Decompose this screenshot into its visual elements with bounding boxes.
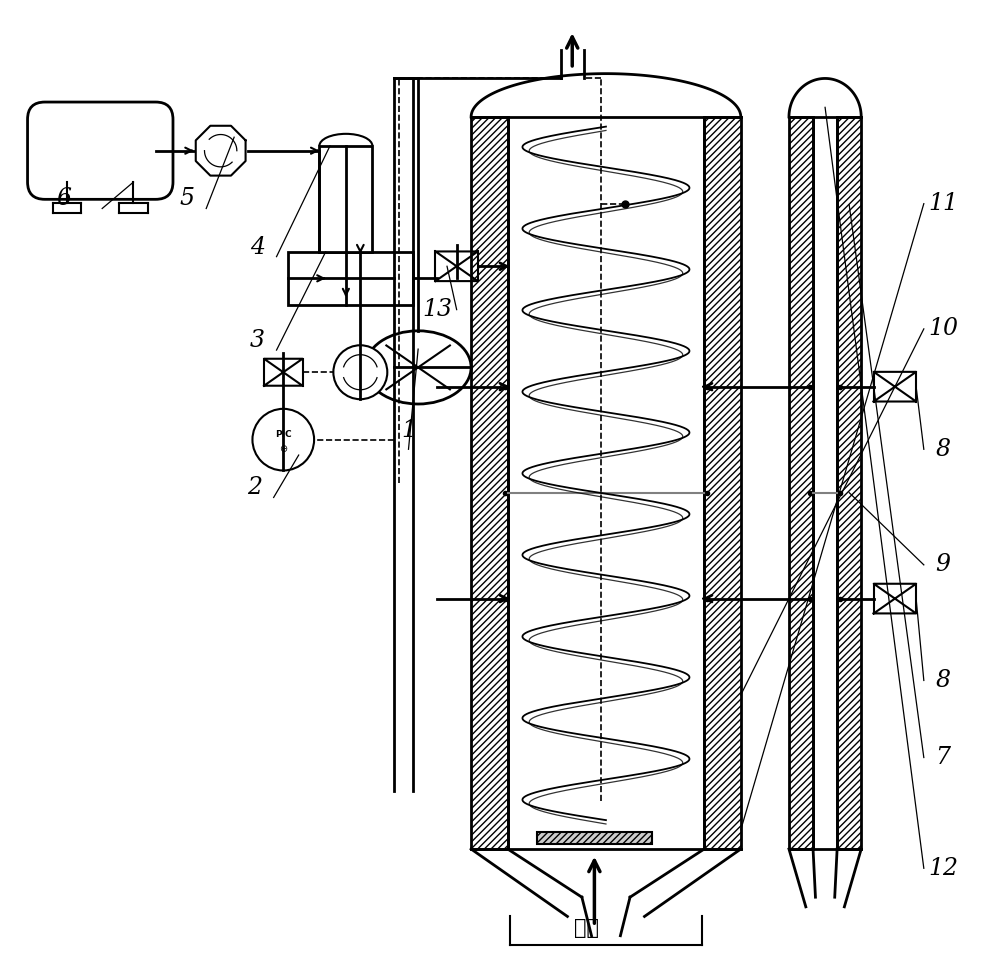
Text: ⊕: ⊕ bbox=[279, 444, 287, 454]
Text: 10: 10 bbox=[928, 318, 958, 340]
Text: 2: 2 bbox=[247, 476, 262, 499]
Bar bbox=[471, 117, 508, 849]
Circle shape bbox=[252, 409, 314, 470]
Text: 7: 7 bbox=[936, 746, 951, 769]
Bar bbox=[537, 832, 652, 844]
Text: PIC: PIC bbox=[275, 430, 292, 440]
Ellipse shape bbox=[365, 330, 471, 404]
Text: 8: 8 bbox=[936, 669, 951, 692]
Text: 5: 5 bbox=[179, 187, 194, 211]
Text: 1: 1 bbox=[401, 418, 416, 441]
Text: 12: 12 bbox=[928, 857, 958, 880]
FancyBboxPatch shape bbox=[28, 102, 173, 199]
Bar bbox=[704, 117, 741, 849]
Text: 4: 4 bbox=[250, 236, 265, 259]
Text: 8: 8 bbox=[936, 438, 951, 461]
Text: 6: 6 bbox=[56, 187, 71, 211]
Polygon shape bbox=[196, 126, 246, 176]
Text: 9: 9 bbox=[936, 554, 951, 577]
Text: 13: 13 bbox=[422, 298, 452, 321]
Bar bbox=[319, 146, 372, 252]
Circle shape bbox=[333, 345, 387, 399]
Bar bbox=[288, 252, 413, 305]
Bar bbox=[789, 117, 813, 849]
Text: 3: 3 bbox=[250, 329, 265, 352]
Text: 气流: 气流 bbox=[574, 918, 599, 938]
Bar bbox=[837, 117, 861, 849]
Text: 11: 11 bbox=[928, 192, 958, 215]
